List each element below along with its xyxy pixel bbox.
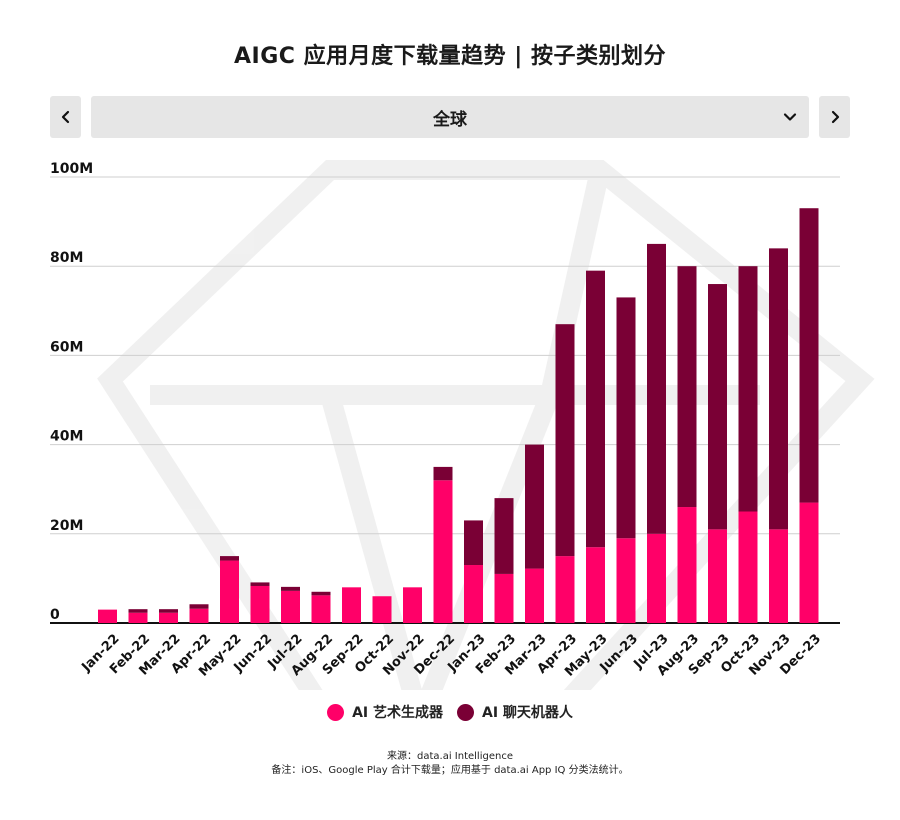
chevron-left-icon (61, 110, 69, 124)
bar-chatbot (159, 609, 178, 613)
bar-art-generator (555, 556, 575, 623)
bar-art-generator (159, 612, 178, 623)
bar-art-generator (342, 587, 361, 623)
legend-item-art-generator[interactable]: AI 艺术生成器 (327, 702, 443, 722)
bar-art-generator (494, 573, 514, 623)
y-tick-label: 40M (50, 429, 83, 445)
bar-art-generator (433, 480, 453, 623)
bar-art-generator (799, 502, 819, 623)
bar-chatbot (128, 609, 148, 613)
bar-art-generator (403, 587, 422, 623)
bar-chatbot (311, 591, 331, 596)
next-button[interactable] (819, 96, 850, 138)
bar-chatbot (250, 582, 270, 586)
bar-chatbot (616, 297, 636, 539)
y-tick-label: 0 (50, 607, 60, 623)
bar-art-generator (128, 612, 148, 623)
bar-chatbot (647, 243, 666, 534)
legend-label-art-generator: AI 艺术生成器 (352, 705, 443, 721)
legend-label-chatbot: AI 聊天机器人 (482, 705, 573, 721)
bar-art-generator (281, 590, 300, 623)
bar-art-generator (647, 533, 666, 623)
source-note: 来源：data.ai Intelligence (387, 751, 513, 762)
bar-chatbot (799, 208, 819, 503)
bar-chatbot (677, 266, 697, 508)
bar-chatbot (220, 556, 239, 561)
bar-chatbot (738, 266, 758, 512)
bar-art-generator (708, 529, 727, 623)
bar-art-generator (586, 547, 605, 623)
previous-button[interactable] (50, 96, 81, 138)
bar-art-generator (769, 529, 788, 623)
legend-item-chatbot[interactable]: AI 聊天机器人 (457, 702, 573, 722)
y-tick-label: 60M (50, 339, 83, 355)
bar-chatbot (555, 324, 575, 557)
legend-swatch-art-generator (327, 703, 345, 721)
bar-chatbot (525, 444, 544, 569)
chevron-down-icon (783, 113, 797, 121)
chevron-right-icon (831, 110, 839, 124)
bar-art-generator (738, 511, 758, 623)
y-tick-label: 20M (50, 518, 83, 534)
legend-swatch-chatbot (457, 703, 474, 721)
region-select[interactable]: 全球 (91, 96, 809, 138)
bar-chatbot (464, 520, 483, 566)
bar-art-generator (525, 568, 544, 623)
bar-art-generator (250, 585, 270, 623)
bar-chatbot (586, 270, 605, 548)
bar-chatbot (494, 498, 514, 574)
bar-art-generator (189, 608, 209, 623)
bar-art-generator (677, 507, 697, 623)
bar-art-generator (98, 609, 117, 623)
y-tick-label: 100M (50, 161, 93, 177)
bar-chatbot (708, 284, 727, 530)
bar-chatbot (433, 466, 453, 481)
legend: AI 艺术生成器 AI 聊天机器人 (0, 702, 900, 722)
bar-art-generator (616, 538, 636, 623)
bar-chatbot (281, 586, 300, 591)
bar-art-generator (372, 596, 392, 623)
bar-chatbot (769, 248, 788, 530)
chart-title: AIGC 应用月度下载量趋势 | 按子类别划分 (234, 44, 666, 69)
bar-art-generator (311, 595, 331, 623)
y-tick-label: 80M (50, 250, 83, 266)
bar-chatbot (189, 604, 209, 609)
bar-art-generator (220, 560, 239, 623)
region-select-value: 全球 (433, 109, 467, 130)
footnote: 备注：iOS、Google Play 合计下载量；应用基于 data.ai Ap… (271, 765, 629, 776)
bar-art-generator (464, 565, 483, 623)
